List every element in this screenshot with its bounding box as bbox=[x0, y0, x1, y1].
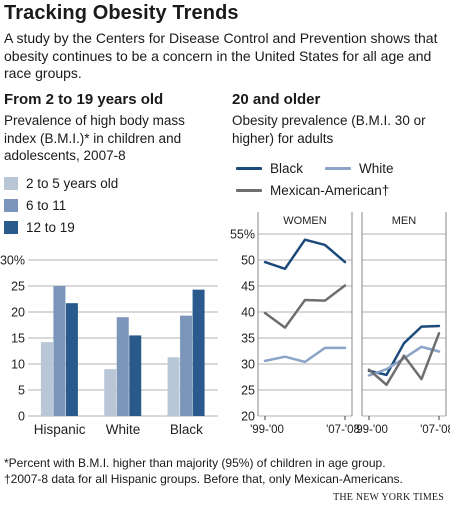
legend-item-white: White bbox=[325, 157, 394, 179]
legend-swatch-age-6-11 bbox=[4, 198, 18, 212]
y-tick-label: 10 bbox=[11, 358, 25, 372]
bar-hispanic-6-to-11 bbox=[53, 286, 66, 416]
x-category-label: White bbox=[106, 422, 141, 437]
legend-label-white: White bbox=[359, 160, 394, 176]
bar-white-2-to-5-years-old bbox=[104, 369, 117, 416]
x-tick-label: '07-'08 bbox=[420, 424, 450, 436]
bar-hispanic-12-to-19 bbox=[65, 303, 78, 416]
y-tick-label: 40 bbox=[241, 306, 255, 320]
x-tick-label: '07-'08 bbox=[326, 424, 360, 436]
y-tick-label: 45 bbox=[241, 280, 255, 294]
bar-white-6-to-11 bbox=[116, 317, 129, 416]
bar-black-2-to-5-years-old bbox=[167, 357, 180, 416]
bar-black-6-to-11 bbox=[180, 315, 193, 416]
footnote-2: †2007-8 data for all Hispanic groups. Be… bbox=[4, 472, 403, 486]
legend-swatch-age-12-19 bbox=[4, 220, 18, 234]
x-tick-label: '99-'00 bbox=[354, 424, 388, 436]
legend-item-black: Black bbox=[236, 157, 303, 179]
line-men-white bbox=[367, 345, 441, 377]
legend-label-age-2-5: 2 to 5 years old bbox=[26, 175, 119, 191]
right-panel-heading: 20 and older bbox=[232, 91, 321, 108]
legend-label-age-12-19: 12 to 19 bbox=[26, 219, 75, 235]
left-panel-heading: From 2 to 19 years old bbox=[4, 91, 164, 108]
bar-white-12-to-19 bbox=[129, 335, 142, 416]
legend-item-age-12-19: 12 to 19 bbox=[4, 216, 118, 238]
y-tick-label: 5 bbox=[18, 384, 25, 398]
y-tick-label: 0 bbox=[18, 410, 25, 424]
y-tick-label: 25 bbox=[241, 384, 255, 398]
legend-label-mexican-american: Mexican-American† bbox=[270, 182, 390, 198]
legend-line-black bbox=[236, 166, 262, 170]
line-women-mexican-american bbox=[263, 284, 347, 329]
legend-label-black: Black bbox=[270, 160, 304, 176]
bar-chart: 0 5 10 15 20 25 30% Hispanic White Black bbox=[0, 254, 218, 437]
bar-legend: 2 to 5 years old 6 to 11 12 to 19 bbox=[4, 172, 118, 238]
y-tick-label: 20 bbox=[11, 306, 25, 320]
page-subtitle: A study by the Centers for Disease Contr… bbox=[4, 30, 438, 81]
legend-line-white bbox=[325, 166, 352, 170]
footnote-1: *Percent with B.M.I. higher than majorit… bbox=[4, 456, 386, 470]
legend-item-mexican-american: Mexican-American† bbox=[236, 179, 394, 201]
legend-label-age-6-11: 6 to 11 bbox=[26, 197, 67, 213]
legend-line-mexican-american bbox=[236, 188, 262, 192]
y-tick-label: 30% bbox=[0, 254, 25, 268]
y-tick-label: 50 bbox=[241, 254, 255, 268]
y-tick-label: 30 bbox=[241, 358, 255, 372]
bar-hispanic-2-to-5-years-old bbox=[40, 342, 53, 416]
bar-black-12-to-19 bbox=[192, 289, 205, 416]
legend-item-age-2-5: 2 to 5 years old bbox=[4, 172, 118, 194]
line-women-black bbox=[263, 238, 347, 271]
page-title: Tracking Obesity Trends bbox=[4, 2, 239, 24]
credit-line: THE NEW YORK TIMES bbox=[333, 492, 444, 503]
x-category-label: Hispanic bbox=[34, 422, 86, 437]
legend-swatch-age-2-5 bbox=[4, 176, 18, 190]
right-panel-description: Obesity prevalence (B.M.I. 30 or higher)… bbox=[232, 113, 426, 146]
y-tick-label: 15 bbox=[11, 332, 25, 346]
y-tick-label: 25 bbox=[11, 280, 25, 294]
line-women-white bbox=[263, 346, 347, 364]
legend-item-age-6-11: 6 to 11 bbox=[4, 194, 118, 216]
y-tick-label: 20 bbox=[241, 410, 255, 424]
line-men-mexican-american bbox=[367, 332, 441, 387]
x-category-label: Black bbox=[170, 422, 203, 437]
y-tick-label: 55% bbox=[230, 228, 255, 242]
x-tick-label: '99-'00 bbox=[250, 424, 284, 436]
panel-title-women: WOMEN bbox=[283, 215, 326, 227]
panel-title-men: MEN bbox=[392, 215, 417, 227]
left-panel-description: Prevalence of high body mass index (B.M.… bbox=[4, 113, 185, 163]
line-men-black bbox=[367, 324, 441, 377]
line-legend: Black White Mexican-American† bbox=[236, 157, 394, 201]
line-chart: 2025303540455055%WOMEN'99-'00'07-'08MEN'… bbox=[230, 212, 450, 436]
y-tick-label: 35 bbox=[241, 332, 255, 346]
